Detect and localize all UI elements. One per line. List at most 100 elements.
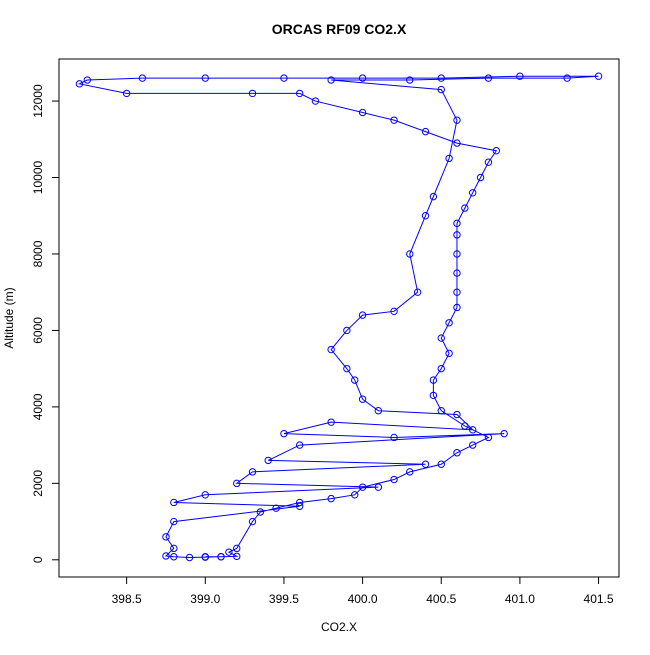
point <box>461 204 469 212</box>
point <box>437 407 445 415</box>
point <box>429 192 438 201</box>
point <box>453 410 461 419</box>
point <box>311 97 320 105</box>
point <box>295 441 304 449</box>
y-tick-label: 0 <box>31 556 45 563</box>
y-tick-label: 12000 <box>31 84 45 118</box>
y-tick-label: 10000 <box>31 161 45 195</box>
point <box>122 89 131 98</box>
point <box>390 307 398 316</box>
point <box>390 116 398 124</box>
point <box>248 468 257 476</box>
point <box>437 334 445 342</box>
point <box>170 553 178 561</box>
point <box>594 72 603 80</box>
point <box>516 72 524 80</box>
x-tick-label: 399.5 <box>269 592 299 606</box>
point <box>170 517 178 526</box>
y-tick-label: 8000 <box>31 240 45 267</box>
point <box>429 376 438 384</box>
point <box>484 433 493 442</box>
point <box>162 552 170 560</box>
x-tick-label: 401.0 <box>505 592 535 606</box>
point <box>75 80 84 88</box>
point <box>248 89 257 98</box>
point <box>170 544 178 553</box>
point <box>248 517 257 526</box>
point <box>437 74 445 82</box>
point <box>453 269 461 277</box>
x-tick-label: 398.5 <box>112 592 142 606</box>
point <box>390 475 398 484</box>
point <box>343 364 351 373</box>
point <box>437 85 445 94</box>
point <box>295 89 304 98</box>
point <box>469 441 477 449</box>
point <box>453 219 461 228</box>
plot-box <box>58 58 620 578</box>
y-axis-label: Altitude (m) <box>2 287 16 348</box>
point <box>327 345 335 354</box>
point <box>500 429 508 438</box>
point <box>83 76 92 84</box>
point <box>461 422 469 430</box>
point <box>406 250 414 258</box>
point <box>406 468 414 476</box>
point <box>563 74 571 82</box>
point <box>217 553 225 561</box>
point <box>351 491 359 499</box>
point <box>327 494 335 503</box>
point <box>445 154 453 163</box>
point <box>453 116 461 124</box>
point <box>469 426 477 434</box>
y-tick-label: 4000 <box>31 393 45 420</box>
point <box>358 311 367 319</box>
point <box>138 74 147 82</box>
point <box>280 429 288 438</box>
point <box>437 460 445 468</box>
point <box>358 108 367 117</box>
point <box>358 483 367 491</box>
series-line <box>77 75 599 559</box>
x-axis-label: CO2.X <box>321 620 357 634</box>
point <box>476 173 485 182</box>
point <box>421 460 430 468</box>
point <box>453 449 461 457</box>
point <box>351 376 359 384</box>
point <box>264 456 272 465</box>
point <box>256 508 265 516</box>
y-tick-label: 6000 <box>31 317 45 344</box>
point <box>358 395 367 403</box>
point <box>453 250 461 258</box>
point <box>453 231 461 239</box>
point <box>437 364 445 373</box>
point <box>233 544 241 553</box>
x-tick-label: 399.0 <box>190 592 220 606</box>
y-tick-label: 2000 <box>31 470 45 497</box>
point <box>429 391 438 400</box>
point <box>201 553 209 561</box>
point <box>413 288 422 296</box>
point <box>469 189 477 197</box>
point <box>453 139 461 147</box>
point <box>374 407 383 415</box>
point <box>453 288 461 296</box>
chart-title: ORCAS RF09 CO2.X <box>272 21 407 37</box>
point <box>484 158 493 166</box>
point <box>225 548 233 556</box>
point <box>327 418 335 426</box>
point <box>327 76 335 84</box>
point <box>295 498 304 507</box>
point <box>374 483 383 491</box>
point <box>280 74 288 82</box>
point <box>445 319 453 327</box>
point <box>233 479 241 488</box>
point <box>162 533 170 541</box>
point <box>201 491 209 499</box>
x-tick-label: 400.0 <box>348 592 378 606</box>
point <box>358 74 367 82</box>
point <box>421 127 430 136</box>
point <box>492 147 501 155</box>
x-tick-label: 400.5 <box>426 592 456 606</box>
